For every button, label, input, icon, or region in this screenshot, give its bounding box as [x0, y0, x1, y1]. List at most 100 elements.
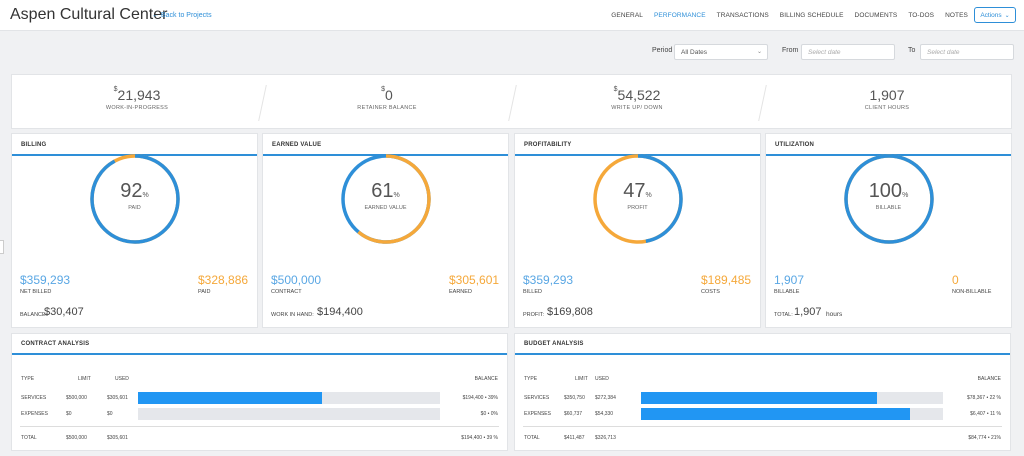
- row-type: EXPENSES: [21, 411, 48, 417]
- right-value: $305,601: [449, 273, 500, 287]
- tab-documents[interactable]: DOCUMENTS: [854, 12, 898, 19]
- tab-notes[interactable]: NOTES: [945, 12, 968, 19]
- back-to-projects-link[interactable]: ← Back to Projects: [152, 12, 212, 19]
- donut-chart: 92% PAID: [88, 152, 182, 246]
- right-label: EARNED: [449, 289, 472, 295]
- right-label: COSTS: [701, 289, 720, 295]
- total-used: $326,713: [595, 435, 616, 441]
- donut-percent: 47%: [623, 180, 652, 202]
- donut-arc: [592, 154, 683, 244]
- row-used: $54,330: [595, 411, 614, 417]
- period-select[interactable]: All Dates ⌄: [674, 44, 768, 60]
- row-balance: $78,367 • 22 %: [967, 395, 1001, 401]
- bottom-value: 1,907: [794, 306, 822, 318]
- row-balance: $0 • 0%: [480, 411, 498, 417]
- col-header-limit: LIMIT: [78, 376, 91, 382]
- date-filter: Period All Dates ⌄ From Select date To S…: [0, 44, 1024, 60]
- donut-percent: 100%: [868, 180, 909, 202]
- row-used: $0: [107, 411, 113, 417]
- left-value: 1,907: [774, 273, 805, 287]
- arrow-left-icon: ←: [152, 12, 159, 19]
- divider: [20, 426, 499, 427]
- total-balance: $84,774 • 21%: [968, 435, 1001, 441]
- col-header-balance: BALANCE: [977, 376, 1001, 382]
- right-label: PAID: [198, 289, 211, 295]
- left-value: $359,293: [523, 273, 574, 287]
- tab-general[interactable]: GENERAL: [611, 12, 643, 19]
- donut-arc: [89, 154, 180, 244]
- period-label: Period: [652, 47, 673, 54]
- metric-card-utilization: UTILIZATION 100% BILLABLE 1,907 BILLABLE…: [765, 133, 1012, 328]
- actions-label: Actions: [980, 11, 1002, 19]
- metric-card-profitability: PROFITABILITY 47% PROFIT $359,293 BILLED…: [514, 133, 761, 328]
- bottom-label: PROFIT:: [523, 312, 545, 318]
- left-label: NET BILLED: [20, 289, 52, 295]
- row-limit: $350,750: [564, 395, 585, 401]
- bottom-value: $169,808: [547, 306, 593, 318]
- top-bar: Aspen Cultural Center ← Back to Projects …: [0, 0, 1024, 31]
- stat-retainer-balance: $0 RETAINER BALANCE: [357, 86, 417, 111]
- left-label: CONTRACT: [271, 289, 302, 295]
- summary-stats: $21,943 WORK-IN-PROGRESS $0 RETAINER BAL…: [11, 74, 1012, 129]
- total-limit: $500,000: [66, 435, 87, 441]
- donut-label: EARNED VALUE: [364, 205, 407, 211]
- stat-work-in-progress: $21,943 WORK-IN-PROGRESS: [105, 86, 169, 111]
- right-label: NON-BILLABLE: [952, 289, 992, 295]
- usage-bar: [138, 408, 440, 420]
- total-balance: $194,400 • 39 %: [461, 435, 498, 441]
- bottom-value: $194,400: [317, 306, 363, 318]
- side-panel-handle[interactable]: [0, 240, 4, 254]
- usage-bar: [138, 392, 440, 404]
- donut-chart: 61% EARNED VALUE: [339, 152, 433, 246]
- tab-billing-schedule[interactable]: BILLING SCHEDULE: [779, 12, 844, 19]
- donut-chart: 47% PROFIT: [591, 152, 685, 246]
- row-type: SERVICES: [524, 395, 550, 401]
- col-header-used: USED: [115, 376, 129, 382]
- col-header-used: USED: [595, 376, 609, 382]
- donut-chart: 100% BILLABLE: [842, 152, 936, 246]
- tab-performance[interactable]: PERFORMANCE: [654, 12, 706, 19]
- period-value: All Dates: [681, 49, 708, 56]
- to-label: To: [908, 47, 916, 54]
- right-value: $189,485: [701, 273, 752, 287]
- to-date-input[interactable]: Select date: [920, 44, 1014, 60]
- stat-client-hours: 1,907 CLIENT HOURS: [864, 87, 910, 111]
- donut-arc: [340, 154, 431, 244]
- bottom-label: BALANCE:: [20, 312, 48, 318]
- row-balance: $194,400 • 39%: [462, 395, 498, 401]
- card-title: CONTRACT ANALYSIS: [12, 334, 507, 355]
- col-header-balance: BALANCE: [474, 376, 498, 382]
- donut-percent: 61%: [371, 180, 400, 202]
- chevron-down-icon: ⌄: [756, 49, 762, 55]
- total-used: $305,601: [107, 435, 128, 441]
- row-balance: $6,407 • 11 %: [970, 411, 1001, 417]
- chevron-down-icon: ⌄: [1004, 12, 1010, 19]
- total-limit: $411,487: [564, 435, 585, 441]
- usage-bar-fill: [641, 408, 910, 420]
- stat-write-up-down: $54,522 WRITE UP/ DOWN: [611, 86, 663, 111]
- right-value: $328,886: [198, 273, 249, 287]
- from-date-input[interactable]: Select date: [801, 44, 895, 60]
- row-limit: $500,000: [66, 395, 87, 401]
- donut-label: PAID: [128, 205, 141, 211]
- col-header-type: TYPE: [21, 376, 35, 382]
- from-label: From: [782, 47, 799, 54]
- nav-tabs: GENERAL PERFORMANCE TRANSACTIONS BILLING…: [600, 12, 968, 19]
- bottom-unit: hours: [826, 311, 843, 318]
- usage-bar-fill: [138, 392, 323, 404]
- bottom-label: WORK IN HAND:: [271, 312, 314, 318]
- contract-analysis-card: CONTRACT ANALYSIS TYPE LIMIT USED BALANCE SE…: [11, 333, 508, 451]
- donut-label: PROFIT: [627, 205, 648, 211]
- col-header-limit: LIMIT: [575, 376, 588, 382]
- left-value: $359,293: [20, 273, 71, 287]
- bottom-value: $30,407: [44, 306, 84, 318]
- actions-button[interactable]: Actions ⌄: [974, 7, 1016, 23]
- tab-to-dos[interactable]: TO-DOS: [908, 12, 935, 19]
- donut-arc: [843, 154, 934, 244]
- back-link-label: Back to Projects: [161, 12, 212, 19]
- usage-bar: [641, 408, 943, 420]
- row-limit: $0: [66, 411, 72, 417]
- usage-bar: [641, 392, 943, 404]
- tab-transactions[interactable]: TRANSACTIONS: [716, 12, 769, 19]
- donut-label: BILLABLE: [875, 205, 902, 211]
